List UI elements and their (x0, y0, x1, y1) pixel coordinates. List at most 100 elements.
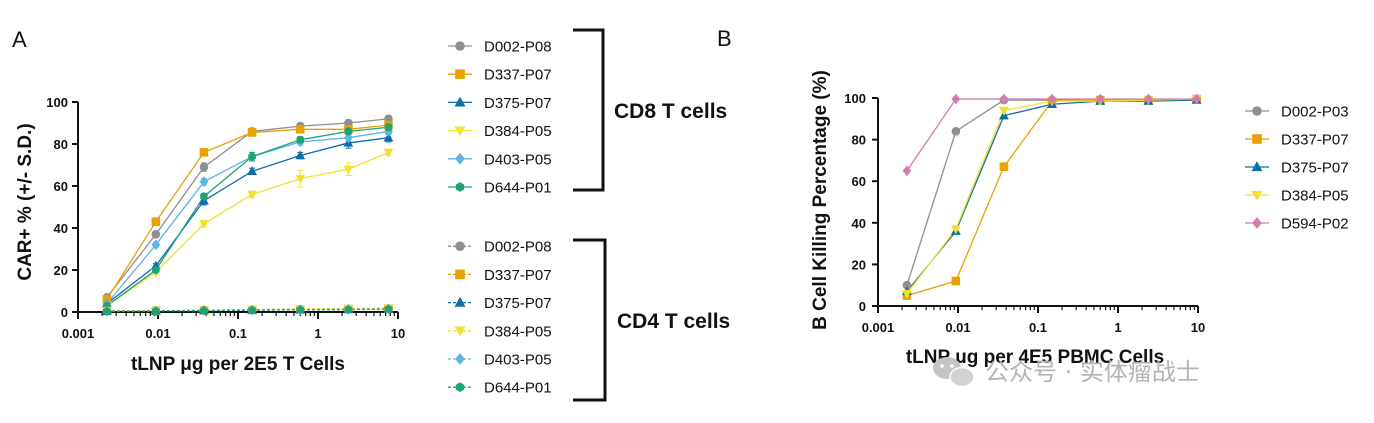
x-tick-label: 10 (391, 326, 405, 341)
legend-label-d403-p05: D403-P05 (484, 352, 552, 369)
legend-label-d337-p07: D337-P07 (1281, 132, 1349, 149)
panel-b-x-axis-title: tLNP μg per 4E5 PBMC Cells (906, 347, 1164, 368)
x-tick-label: 0.1 (229, 326, 247, 341)
panel-b-legend: D002-P03 D337-P07 D375-P07 D384-P05 D594-P02 (1245, 104, 1349, 233)
cd8-bracket (573, 28, 605, 192)
data-point-d644-p01 (248, 152, 256, 161)
x-tick-label: 1 (314, 326, 321, 341)
legend-label-d644-p01: D644-P01 (484, 380, 552, 397)
cd8-group-label: CD8 T cells (614, 100, 727, 123)
series-line-d337-p07 (106, 124, 389, 300)
legend-marker-d403-p05 (455, 152, 465, 165)
panel-b-axes (872, 97, 1199, 313)
legend-label-d375-p07: D375-P07 (484, 95, 552, 112)
data-point-d594-p02 (951, 93, 961, 105)
data-point-d384-p05 (199, 220, 209, 230)
data-point-d644-p01 (344, 127, 353, 136)
y-tick-label: 0 (859, 299, 866, 314)
panel-a: A 0 20 40 60 80 100 0.001 0.01 0.1 1 10 tLNP μg pe… (12, 27, 730, 402)
cd4-group-label: CD4 T cells (617, 310, 730, 333)
x-tick-label: 10 (1191, 320, 1205, 335)
data-point-d375-p07 (295, 150, 306, 160)
legend-marker-d375-p07 (1251, 161, 1263, 172)
data-point-d337-p07 (199, 148, 209, 157)
panel-b-tick-labels: 0 20 40 60 80 100 0.001 0.01 0.1 1 10 (844, 91, 1205, 335)
data-point-d644-p01 (296, 135, 305, 145)
watermark-text: 公众号 · 实体瘤战士 (985, 358, 1200, 386)
data-point-d337-p07 (295, 125, 305, 134)
legend-label-d384-p05: D384-P05 (1281, 188, 1349, 205)
legend-marker-d594-p02 (1252, 217, 1262, 229)
y-tick-label: 0 (61, 305, 68, 320)
data-point-d384-p05 (343, 165, 354, 175)
data-point-d384-p05 (999, 106, 1009, 116)
data-point-d337-p07 (999, 162, 1009, 171)
legend-marker-d384-p05 (454, 126, 466, 137)
data-point-d594-p02 (1192, 93, 1201, 105)
legend-label-d002-p08: D002-P08 (484, 39, 552, 56)
y-tick-label: 80 (54, 137, 68, 152)
data-point-d384-p05 (247, 190, 257, 200)
legend-marker-d384-p05 (1251, 190, 1263, 201)
data-point-d002-p08 (199, 162, 209, 172)
series-line-d002-p03 (906, 98, 1197, 286)
panel-a-letter: A (12, 27, 27, 52)
data-point-d403-p05 (344, 132, 353, 143)
watermark: 公众号 · 实体瘤战士 (933, 357, 1200, 388)
panel-a-legend: D002-P08 D337-P07 D375-P07 D384-P05 D403-P05… (448, 39, 552, 397)
panel-b-letter: B (717, 26, 732, 51)
panel-b-plot (902, 93, 1202, 300)
legend-label-d337-p07: D337-P07 (484, 67, 552, 84)
panel-b: B 0 20 40 60 80 100 0.001 0.01 0.1 1 10 tLNP μg pe… (717, 26, 1349, 368)
y-tick-label: 20 (852, 257, 866, 272)
data-point-d002-p08 (151, 230, 161, 239)
y-tick-label: 20 (54, 263, 68, 278)
panel-a-x-axis-title: tLNP μg per 2E5 T Cells (131, 354, 345, 375)
legend-marker-d375-p07 (454, 296, 466, 307)
data-point-d594-p02 (902, 165, 912, 177)
series-line-d594-p02 (906, 98, 1197, 172)
legend-label-d375-p07: D375-P07 (484, 295, 552, 312)
series-line-d337-p07 (906, 98, 1197, 297)
panel-a-plot (102, 114, 394, 317)
legend-marker-d337-p07 (455, 69, 465, 79)
legend-label-d594-p02: D594-P02 (1281, 216, 1349, 233)
data-point-d384-p05 (383, 148, 394, 158)
series-line-d644-p01 (106, 126, 389, 307)
y-tick-label: 100 (46, 95, 68, 110)
data-point-d644-p01 (296, 305, 305, 315)
data-point-d002-p03 (951, 126, 961, 136)
legend-marker-d644-p01 (455, 182, 465, 192)
y-tick-label: 80 (852, 133, 866, 148)
x-tick-label: 0.01 (945, 320, 970, 335)
y-tick-label: 60 (852, 174, 866, 189)
wechat-icon (933, 357, 975, 388)
data-point-d644-p01 (248, 305, 256, 315)
y-tick-label: 40 (54, 221, 68, 236)
data-point-d644-p01 (384, 304, 393, 314)
x-tick-label: 1 (1114, 320, 1121, 335)
data-point-d384-p05 (295, 174, 306, 184)
legend-label-d644-p01: D644-P01 (484, 180, 552, 197)
data-point-d403-p05 (151, 239, 161, 251)
data-point-d644-p01 (200, 192, 208, 201)
series-line-d375-p07 (906, 99, 1197, 292)
legend-label-d403-p05: D403-P05 (484, 151, 552, 168)
legend-marker-d375-p07 (454, 96, 466, 107)
legend-marker-d002-p03 (1252, 106, 1262, 116)
legend-label-d002-p08: D002-P08 (484, 239, 552, 256)
data-point-d375-p07 (383, 132, 394, 142)
legend-marker-d002-p08 (455, 241, 465, 251)
y-tick-label: 60 (54, 179, 68, 194)
series-line-d384-p05 (906, 98, 1197, 294)
legend-label-d375-p07: D375-P07 (1281, 160, 1349, 177)
legend-label-d384-p05: D384-P05 (484, 123, 552, 140)
data-point-d644-p01 (152, 265, 160, 275)
x-tick-label: 0.001 (62, 326, 95, 341)
data-point-d375-p07 (247, 166, 257, 175)
x-tick-label: 0.1 (1029, 320, 1047, 335)
data-point-d644-p01 (384, 122, 393, 132)
legend-label-d337-p07: D337-P07 (484, 267, 552, 284)
data-point-d644-p01 (344, 305, 353, 314)
